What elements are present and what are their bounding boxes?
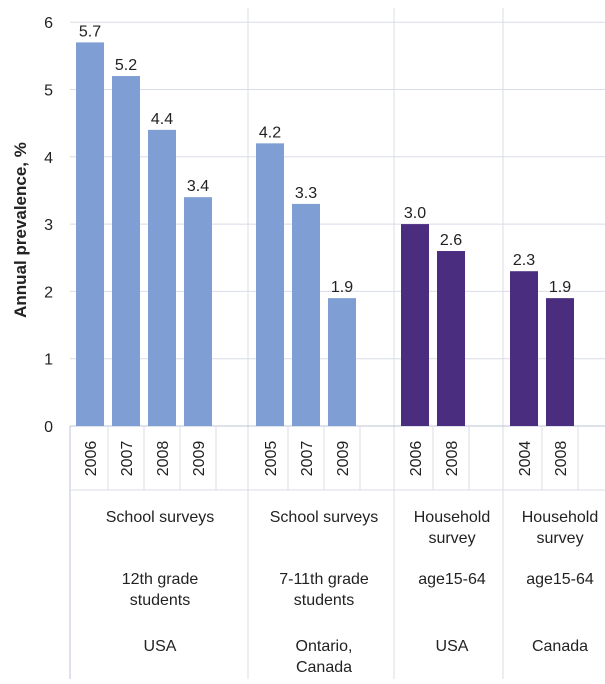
bar <box>401 224 429 426</box>
category-line: Canada <box>296 659 352 676</box>
category-line: 12th grade <box>122 571 199 588</box>
bar <box>510 271 538 426</box>
y-tick-label: 6 <box>44 15 53 32</box>
category-region: USA <box>144 638 177 655</box>
bar-value-label: 4.4 <box>151 111 173 128</box>
x-axis-year-labels: 2006 2007 2008 2009 2005 2007 2009 2006 2008 2004… <box>70 427 605 491</box>
bar-value-label: 2.6 <box>440 232 462 249</box>
category-line: School surveys <box>106 509 215 526</box>
bar-value-label: 3.3 <box>295 185 317 202</box>
bar-value-label: 4.2 <box>259 124 281 141</box>
bar-value-label: 3.4 <box>187 178 209 195</box>
category-survey-type: School surveys <box>270 509 379 526</box>
category-line: Household <box>414 509 491 526</box>
bar <box>184 197 212 426</box>
bar <box>148 129 176 426</box>
category-line: students <box>294 592 354 609</box>
year-label: 2007 <box>119 441 136 477</box>
category-population: age15-64 <box>418 571 486 588</box>
year-label: 2008 <box>444 441 461 477</box>
category-region: Canada <box>532 638 588 655</box>
category-line: survey <box>428 530 475 547</box>
y-axis-label: Annual prevalence, % <box>11 142 30 318</box>
bar <box>256 143 284 426</box>
year-label: 2008 <box>553 441 570 477</box>
year-label: 2005 <box>263 441 280 477</box>
category-labels: School surveys 12th grade students USA Schoo… <box>106 509 599 676</box>
category-line: Ontario, <box>296 638 353 655</box>
bar <box>437 251 465 426</box>
category-line: students <box>130 592 190 609</box>
category-population: age15-64 <box>526 571 594 588</box>
category-line: Canada <box>532 638 588 655</box>
category-region: Ontario, Canada <box>296 638 353 676</box>
bar-value-label: 5.2 <box>115 57 137 74</box>
category-line: USA <box>144 638 177 655</box>
bar <box>546 298 574 426</box>
y-tick-label: 4 <box>44 150 53 167</box>
category-survey-type: Household survey <box>414 509 491 547</box>
category-line: survey <box>536 530 583 547</box>
category-line: age15-64 <box>418 571 486 588</box>
y-axis-ticks: 0 1 2 3 4 5 6 <box>44 15 53 436</box>
year-label: 2004 <box>517 441 534 477</box>
category-line: 7-11th grade <box>279 571 369 588</box>
bars: 5.7 5.2 4.4 3.4 4.2 3.3 1.9 3.0 2.6 2.3 1.9 <box>76 23 574 426</box>
category-line: age15-64 <box>526 571 594 588</box>
y-tick-label: 3 <box>44 217 53 234</box>
year-label: 2006 <box>408 441 425 477</box>
bar <box>292 203 320 426</box>
category-line: School surveys <box>270 509 379 526</box>
bar-value-label: 5.7 <box>79 23 101 40</box>
category-survey-type: Household survey <box>522 509 599 547</box>
y-tick-label: 1 <box>44 352 53 369</box>
y-tick-label: 0 <box>44 419 53 436</box>
year-label: 2007 <box>299 441 316 477</box>
bar <box>328 298 356 426</box>
bar-value-label: 2.3 <box>513 252 535 269</box>
category-line: Household <box>522 509 599 526</box>
category-region: USA <box>436 638 469 655</box>
bar-value-label: 1.9 <box>549 279 571 296</box>
bar-value-label: 1.9 <box>331 279 353 296</box>
y-tick-label: 5 <box>44 83 53 100</box>
bar <box>76 42 104 426</box>
category-survey-type: School surveys <box>106 509 215 526</box>
category-line: USA <box>436 638 469 655</box>
year-label: 2009 <box>191 441 208 477</box>
bar-value-label: 3.0 <box>404 205 426 222</box>
bar <box>112 76 140 426</box>
year-label: 2009 <box>335 441 352 477</box>
year-label: 2006 <box>83 441 100 477</box>
y-tick-label: 2 <box>44 284 53 301</box>
category-population: 7-11th grade students <box>279 571 369 609</box>
year-label: 2008 <box>155 441 172 477</box>
category-population: 12th grade students <box>122 571 199 609</box>
